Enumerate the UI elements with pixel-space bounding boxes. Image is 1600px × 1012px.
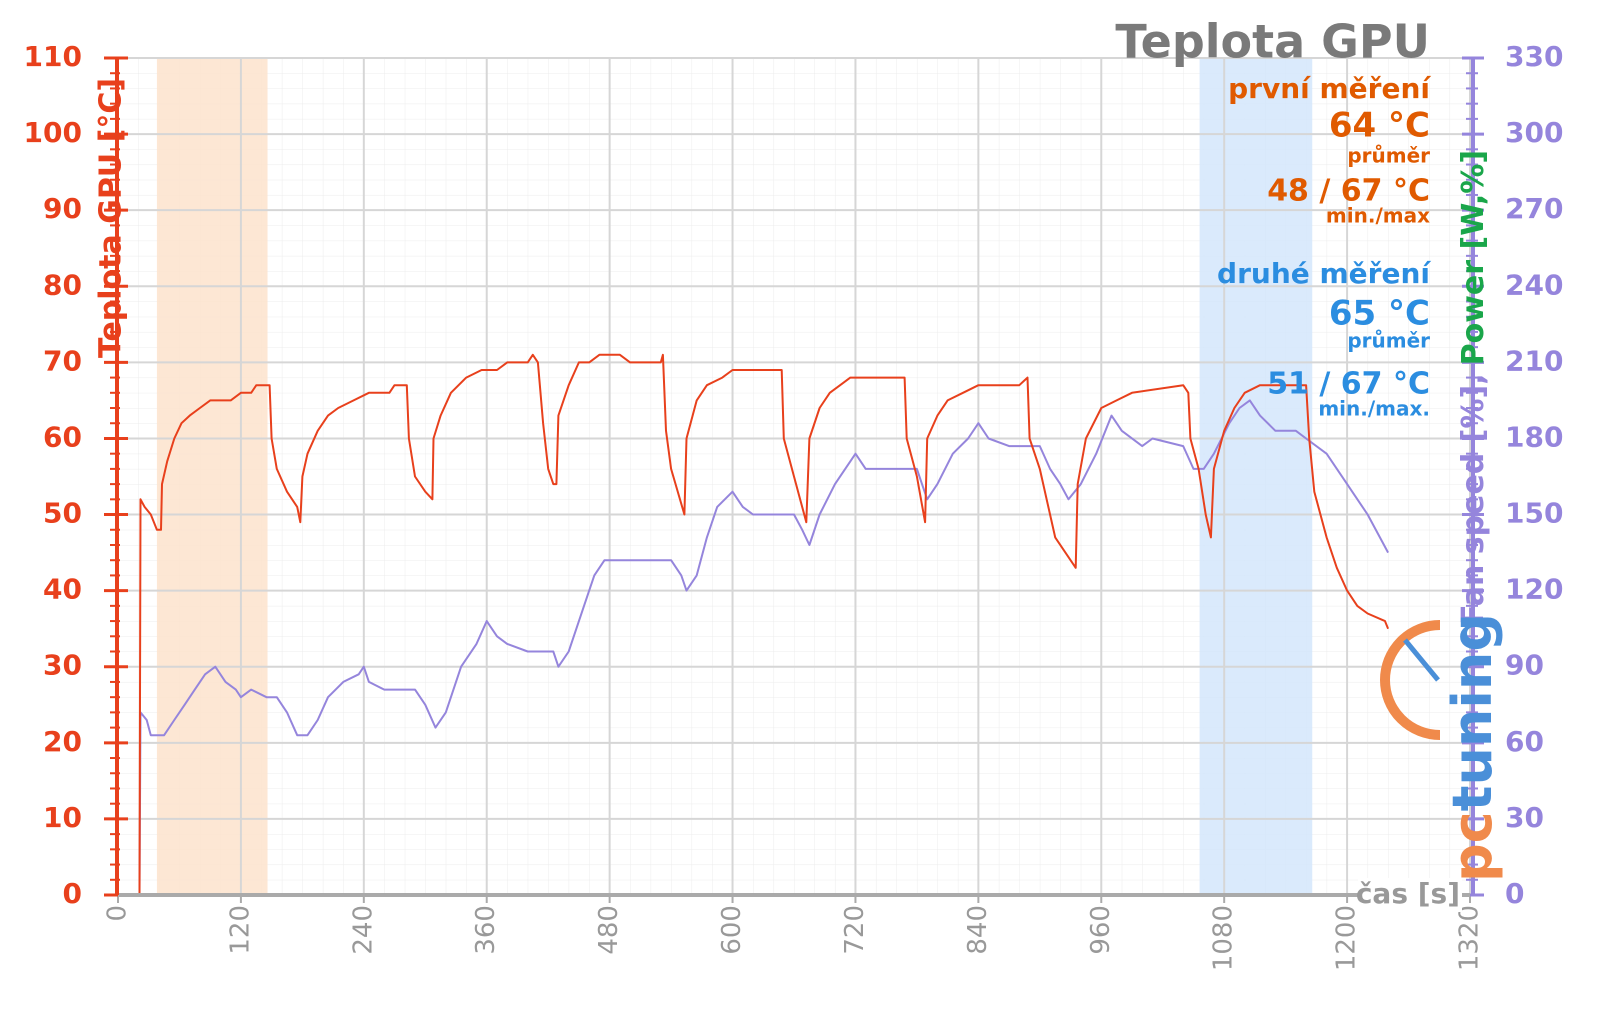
y2-tick-label: 60 [1505,725,1544,758]
y2-tick-label: 90 [1505,649,1544,682]
x-axis-label: čas [s] [1356,877,1460,910]
y2-axis-label-part: Power [W,%] [1456,150,1491,365]
y-tick-label: 0 [63,877,82,910]
annotation: 51 / 67 °C [1267,367,1430,402]
annotation: min./max. [1318,397,1430,421]
y2-axis-label-part: Fan speed [%], [1456,373,1491,625]
highlight-band [156,58,268,895]
x-tick-label: 480 [594,905,624,955]
y2-tick-label: 0 [1505,877,1524,910]
chart-title: Teplota GPU [1115,15,1430,69]
y2-tick-label: 30 [1505,801,1544,834]
y-tick-label: 110 [24,40,82,73]
annotation: druhé měření [1217,257,1431,290]
annotation: 65 °C [1329,294,1430,334]
annotation: první měření [1228,72,1431,105]
y2-tick-label: 180 [1505,420,1563,453]
annotation: průměr [1347,329,1430,353]
y2-tick-label: 150 [1505,497,1563,530]
y-tick-label: 70 [43,344,82,377]
y-axis-label: Teplota GPU [°C] [94,78,129,358]
y-tick-label: 90 [43,192,82,225]
x-tick-label: 120 [225,905,255,955]
x-tick-label: 720 [840,905,870,955]
annotation: 48 / 67 °C [1267,174,1430,209]
y-tick-label: 50 [43,497,82,530]
x-tick-label: 840 [963,905,993,955]
highlight-band [1199,58,1313,895]
y2-axis-label: Fan speed [%], Power [W,%] [1456,150,1491,625]
y2-tick-label: 240 [1505,268,1563,301]
x-tick-label: 1320 [1455,905,1485,971]
x-tick-label: 1080 [1209,905,1239,971]
x-tick-label: 600 [717,905,747,955]
y-tick-label: 100 [24,116,82,149]
y2-tick-label: 210 [1505,344,1563,377]
y-tick-label: 10 [43,801,82,834]
series-line [118,399,1389,896]
y-tick-label: 60 [43,420,82,453]
annotation: 64 °C [1329,106,1430,146]
y2-tick-label: 330 [1505,40,1563,73]
series-line [118,353,1390,896]
y2-tick-label: 120 [1505,573,1563,606]
x-tick-label: 0 [103,905,133,922]
annotation: průměr [1347,144,1430,168]
y-tick-label: 80 [43,268,82,301]
x-label-bg [1358,878,1462,912]
x-tick-label: 960 [1086,905,1116,955]
logo-part: pc [1441,811,1504,882]
logo-arc [1380,620,1441,740]
y2-tick-label: 270 [1505,192,1563,225]
x-tick-label: 360 [471,905,501,955]
logo-needle [1403,638,1440,682]
y-tick-label: 20 [43,725,82,758]
y-tick-label: 30 [43,649,82,682]
logo: pctuning [1441,613,1504,882]
logo-part: tuning [1441,613,1504,811]
y2-tick-label: 300 [1505,116,1563,149]
y-tick-label: 40 [43,573,82,606]
x-tick-label: 240 [348,905,378,955]
x-tick-label: 1200 [1332,905,1362,971]
annotation: min./max [1326,204,1430,228]
